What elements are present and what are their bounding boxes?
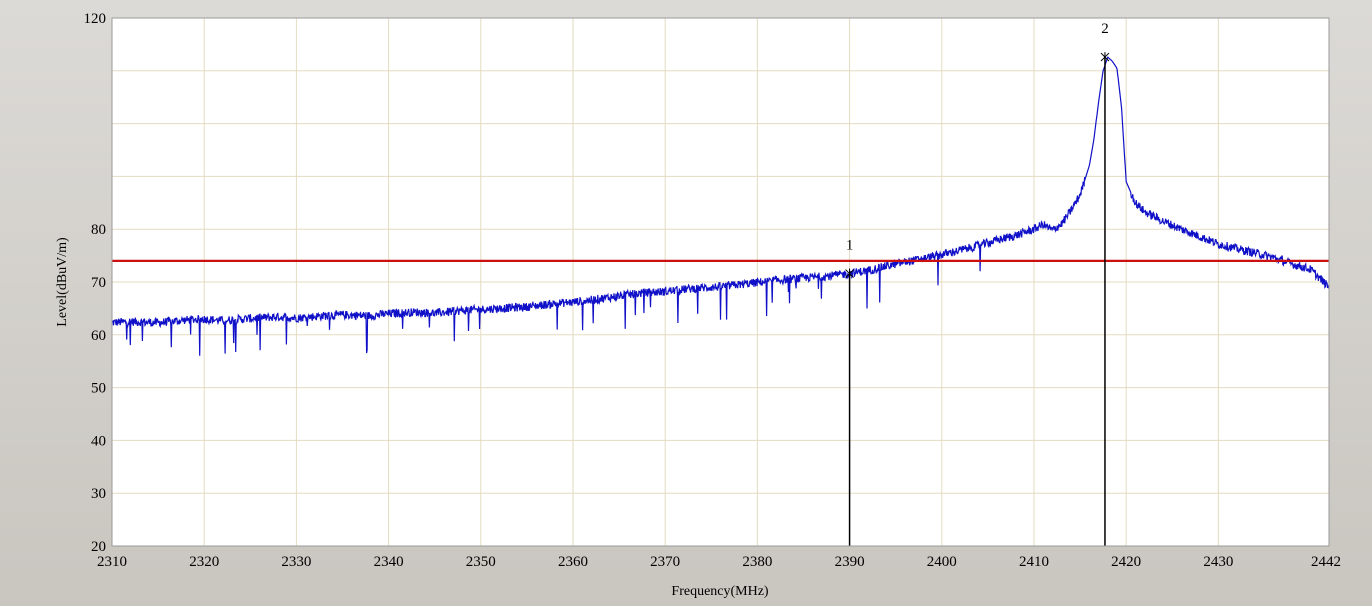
marker-1-label: 1	[846, 238, 854, 254]
x-tick-label: 2370	[650, 554, 680, 570]
y-tick-labels: 20 30 40 50 60 70 80 120	[84, 11, 107, 555]
x-tick-labels: 2310 2320 2330 2340 2350 2360 2370 2380 2390 2400…	[97, 554, 1341, 570]
x-tick-label: 2350	[466, 554, 496, 570]
plot-border	[111, 17, 1330, 547]
y-tick-label: 50	[91, 381, 106, 397]
marker-2-label: 2	[1101, 21, 1109, 37]
y-axis-title: Level(dBuV/m)	[55, 237, 70, 327]
x-tick-label: 2420	[1111, 554, 1141, 570]
x-tick-label: 2340	[374, 554, 404, 570]
x-tick-label: 2320	[189, 554, 219, 570]
y-tick-label: 120	[84, 11, 107, 27]
x-tick-label: 2360	[558, 554, 588, 570]
x-tick-label: 2442	[1311, 554, 1341, 570]
trace-layer	[111, 56, 1330, 356]
y-tick-label: 70	[91, 275, 106, 291]
y-tick-label: 20	[91, 539, 106, 555]
y-tick-label: 30	[91, 486, 106, 502]
marker-1-symbol	[845, 268, 854, 279]
y-tick-label: 80	[91, 222, 106, 238]
spectrum-trace	[111, 56, 1330, 356]
x-tick-label: 2310	[97, 554, 127, 570]
y-tick-label: 40	[91, 433, 106, 449]
x-tick-label: 2400	[927, 554, 957, 570]
x-tick-label: 2330	[281, 554, 311, 570]
x-tick-label: 2390	[835, 554, 865, 570]
grid	[112, 18, 1329, 546]
x-tick-label: 2380	[742, 554, 772, 570]
y-tick-label: 60	[91, 328, 106, 344]
marker-layer: 12	[845, 21, 1110, 546]
marker-2-symbol	[1100, 52, 1110, 63]
x-axis-title: Frequency(MHz)	[671, 584, 769, 599]
x-tick-label: 2410	[1019, 554, 1049, 570]
x-tick-label: 2430	[1203, 554, 1233, 570]
